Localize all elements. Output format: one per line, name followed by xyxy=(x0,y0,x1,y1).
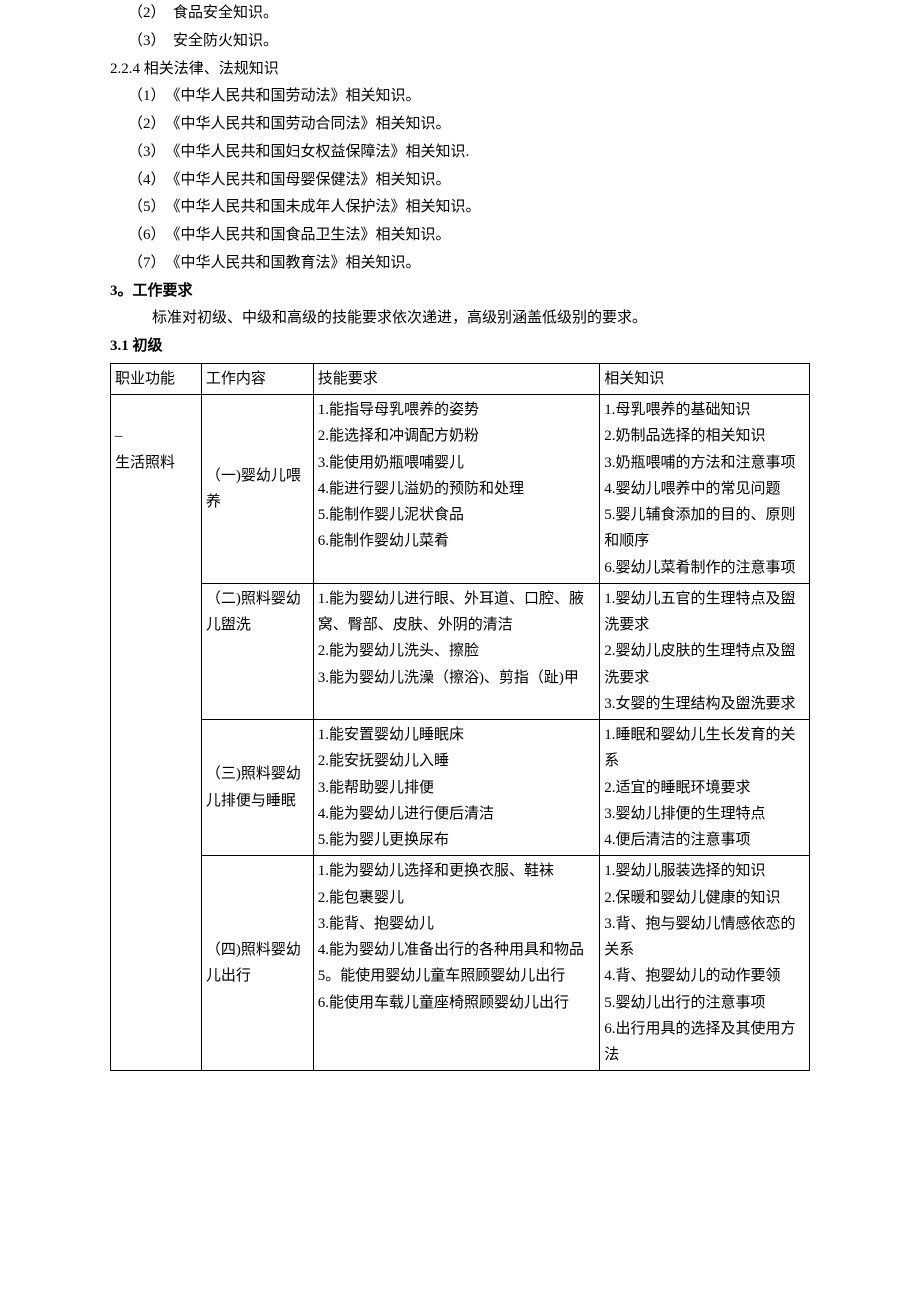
law-item-6: （6） 《中华人民共和国食品卫生法》相关知识。 xyxy=(110,222,810,250)
header-skill: 技能要求 xyxy=(313,363,600,394)
func-cell-empty xyxy=(111,856,202,1071)
table-row: （三)照料婴幼儿排便与睡眠 1.能安置婴幼儿睡眠床2.能安抚婴幼儿入睡3.能帮助… xyxy=(111,720,810,856)
law-item-2: （2） 《中华人民共和国劳动合同法》相关知识。 xyxy=(110,111,810,139)
work-cell: （二)照料婴幼儿盥洗 xyxy=(201,583,313,719)
table-row: –生活照料 （一)婴幼儿喂养 1.能指导母乳喂养的姿势2.能选择和冲调配方奶粉3… xyxy=(111,395,810,584)
skill-cell: 1.能指导母乳喂养的姿势2.能选择和冲调配方奶粉3.能使用奶瓶喂哺婴儿4.能进行… xyxy=(313,395,600,584)
header-func: 职业功能 xyxy=(111,363,202,394)
work-cell: （四)照料婴幼儿出行 xyxy=(201,856,313,1071)
skill-cell: 1.能为婴幼儿进行眼、外耳道、口腔、腋窝、臀部、皮肤、外阴的清洁2.能为婴幼儿洗… xyxy=(313,583,600,719)
func-cell: –生活照料 xyxy=(111,395,202,584)
table-row: （二)照料婴幼儿盥洗 1.能为婴幼儿进行眼、外耳道、口腔、腋窝、臀部、皮肤、外阴… xyxy=(111,583,810,719)
header-work: 工作内容 xyxy=(201,363,313,394)
skill-cell: 1.能安置婴幼儿睡眠床2.能安抚婴幼儿入睡3.能帮助婴儿排便4.能为婴幼儿进行便… xyxy=(313,720,600,856)
func-cell-empty xyxy=(111,720,202,856)
header-know: 相关知识 xyxy=(600,363,810,394)
know-cell: 1.婴幼儿服装选择的知识2.保暖和婴幼儿健康的知识3.背、抱与婴幼儿情感依恋的关… xyxy=(600,856,810,1071)
law-item-4: （4） 《中华人民共和国母婴保健法》相关知识。 xyxy=(110,167,810,195)
skill-cell: 1.能为婴幼儿选择和更换衣服、鞋袜2.能包裹婴儿3.能背、抱婴幼儿4.能为婴幼儿… xyxy=(313,856,600,1071)
pre-item-1: （2） 食品安全知识。 xyxy=(110,0,810,28)
law-item-7: （7） 《中华人民共和国教育法》相关知识。 xyxy=(110,250,810,278)
func-label: 生活照料 xyxy=(115,455,175,471)
law-item-5: （5） 《中华人民共和国未成年人保护法》相关知识。 xyxy=(110,194,810,222)
work-cell: （一)婴幼儿喂养 xyxy=(201,395,313,584)
law-item-3: （3） 《中华人民共和国妇女权益保障法》相关知识. xyxy=(110,139,810,167)
know-cell: 1.母乳喂养的基础知识2.奶制品选择的相关知识3.奶瓶喂哺的方法和注意事项4.婴… xyxy=(600,395,810,584)
know-cell: 1.婴幼儿五官的生理特点及盥洗要求2.婴幼儿皮肤的生理特点及盥洗要求3.女婴的生… xyxy=(600,583,810,719)
subsection-heading: 2.2.4 相关法律、法规知识 xyxy=(110,56,810,84)
work-req-para: 标准对初级、中级和高级的技能要求依次递进，高级别涵盖低级别的要求。 xyxy=(110,305,810,333)
work-req-heading: 3。工作要求 xyxy=(110,278,810,306)
work-cell: （三)照料婴幼儿排便与睡眠 xyxy=(201,720,313,856)
skills-table: 职业功能 工作内容 技能要求 相关知识 –生活照料 （一)婴幼儿喂养 1.能指导… xyxy=(110,363,810,1072)
pre-item-2: （3） 安全防火知识。 xyxy=(110,28,810,56)
know-cell: 1.睡眠和婴幼儿生长发育的关系2.适宜的睡眠环境要求3.婴幼儿排便的生理特点4.… xyxy=(600,720,810,856)
func-cell-empty xyxy=(111,583,202,719)
table-header-row: 职业功能 工作内容 技能要求 相关知识 xyxy=(111,363,810,394)
level-heading: 3.1 初级 xyxy=(110,333,810,361)
table-row: （四)照料婴幼儿出行 1.能为婴幼儿选择和更换衣服、鞋袜2.能包裹婴儿3.能背、… xyxy=(111,856,810,1071)
law-item-1: （1） 《中华人民共和国劳动法》相关知识。 xyxy=(110,83,810,111)
